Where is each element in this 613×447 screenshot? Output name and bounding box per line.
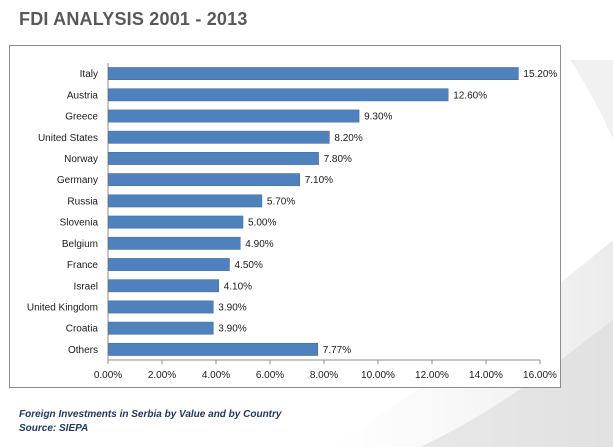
value-label: 8.20% (334, 133, 362, 144)
x-tick-label: 16.00% (523, 370, 557, 381)
category-label: United Kingdom (27, 302, 98, 313)
bars-group (108, 67, 519, 356)
category-label: Russia (67, 196, 98, 207)
category-labels: Italy Austria Greece United States Norway Ger… (27, 69, 99, 356)
bar-germany (108, 173, 300, 187)
bar-norway (108, 152, 319, 165)
x-tick-label: 2.00% (148, 370, 176, 381)
category-label: Others (68, 345, 98, 356)
chart-source: Source: SIEPA (19, 423, 89, 434)
value-label: 7.80% (324, 154, 352, 165)
bar-israel (108, 279, 219, 293)
x-tick-label: 0.00% (94, 370, 122, 381)
category-label: Croatia (66, 324, 99, 335)
bar-united-kingdom (108, 300, 214, 314)
value-label: 4.50% (235, 260, 263, 271)
value-label: 15.20% (523, 69, 557, 80)
page-title: FDI ANALYSIS 2001 - 2013 (19, 9, 248, 29)
value-label: 4.10% (224, 281, 252, 292)
x-tick-labels: 0.00% 2.00% 4.00% 6.00% 8.00% 10.00% 12.00% 14.… (94, 360, 557, 381)
bar-greece (108, 109, 360, 123)
bar-italy (108, 67, 519, 81)
value-labels: 15.20% 12.60% 9.30%8.20% 7.80% 7.10% 5.70% 5.0… (218, 69, 557, 356)
bar-slovenia (108, 215, 244, 229)
bar-france (108, 258, 230, 271)
bar-russia (108, 194, 263, 208)
x-tick-label: 14.00% (469, 370, 503, 381)
category-label: Slovenia (60, 218, 99, 229)
value-label: 9.30% (364, 112, 392, 123)
category-label: United States (38, 133, 98, 144)
category-label: Germany (57, 175, 98, 186)
category-label: Austria (67, 90, 99, 101)
category-label: Italy (80, 69, 98, 80)
bar-belgium (108, 236, 241, 250)
category-label: Israel (74, 281, 98, 292)
bar-croatia (108, 321, 214, 335)
value-label: 7.10% (305, 175, 333, 186)
x-tick-label: 12.00% (415, 370, 449, 381)
category-label: Greece (65, 112, 98, 123)
value-label: 4.90% (245, 239, 273, 250)
bar-others (108, 342, 319, 356)
chart-caption: Foreign Investments in Serbia by Value a… (19, 409, 282, 420)
bar-united-states (108, 130, 330, 144)
x-tick-label: 6.00% (256, 370, 284, 381)
value-label: 3.90% (218, 324, 246, 335)
category-label: Belgium (62, 239, 98, 250)
x-tick-label: 8.00% (310, 370, 338, 381)
x-tick-label: 4.00% (202, 370, 230, 381)
value-label: 7.77% (323, 345, 351, 356)
chart-frame (9, 45, 561, 388)
value-label: 12.60% (453, 90, 487, 101)
category-label: France (67, 260, 99, 271)
bar-austria (108, 88, 449, 102)
category-label: Norway (64, 154, 98, 165)
x-tick-label: 10.00% (361, 370, 395, 381)
value-label: 3.90% (218, 302, 246, 313)
value-label: 5.70% (267, 196, 295, 207)
value-label: 5.00% (248, 218, 276, 229)
